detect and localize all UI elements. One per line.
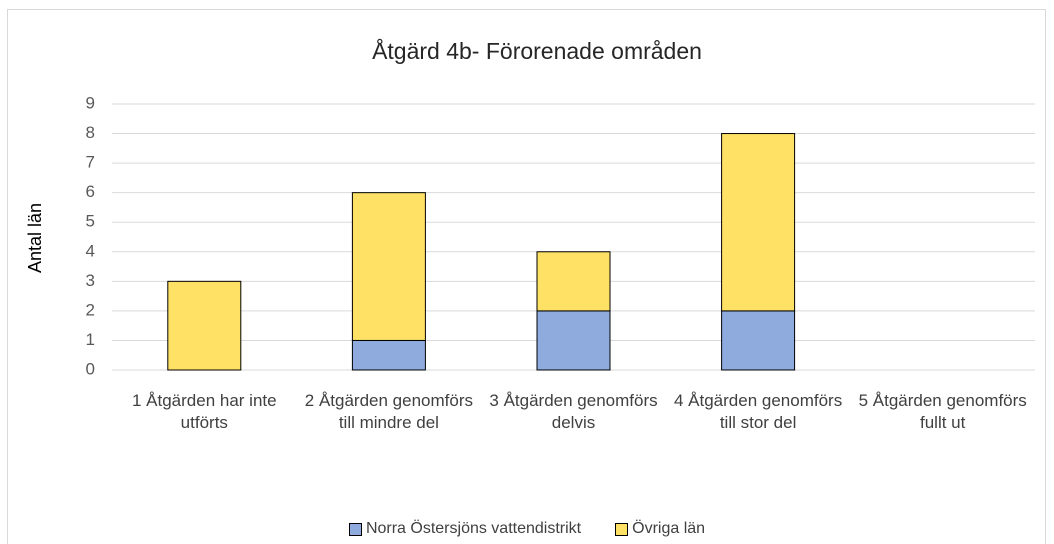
x-tick-label: 5 Åtgärden genomförs fullt ut [858,391,1027,432]
y-tick-label: 8 [86,123,95,142]
legend-swatch [615,522,629,536]
y-tick-label: 4 [86,241,95,260]
x-tick-label: 1 Åtgärden har inte utförts [131,391,277,432]
y-tick-label: 5 [86,212,95,231]
bar [351,339,426,371]
bar [721,310,796,371]
bar [536,310,611,371]
legend-swatch [348,522,362,536]
chart-border [7,9,1046,544]
y-tick-label: 3 [86,271,95,290]
x-tick-label: 3 Åtgärden genomförs delvis [489,391,658,432]
bar [721,133,796,312]
bar [351,192,426,341]
legend-label: Övriga län [632,520,706,537]
bar [167,280,242,371]
y-tick-label: 0 [86,359,95,378]
x-tick-label: 4 Åtgärden genomförs till stor del [673,391,843,432]
bar [536,251,611,312]
y-tick-label: 2 [86,300,95,319]
y-tick-label: 1 [86,330,95,349]
legend-item: Norra Östersjöns vattendistrikt [348,520,582,538]
y-tick-label: 6 [86,182,95,201]
chart-title: Åtgärd 4b- Förorenade områden [372,37,702,64]
y-tick-label: 7 [86,153,95,172]
legend: Norra Östersjöns vattendistrikt Övriga lä… [0,520,1054,538]
y-tick-label: 9 [86,93,95,112]
legend-label: Norra Östersjöns vattendistrikt [365,520,582,537]
y-axis-label: Antal län [25,203,45,273]
legend-item: Övriga län [615,520,705,538]
x-tick-label: 2 Åtgärden genomförs till mindre del [304,391,473,432]
